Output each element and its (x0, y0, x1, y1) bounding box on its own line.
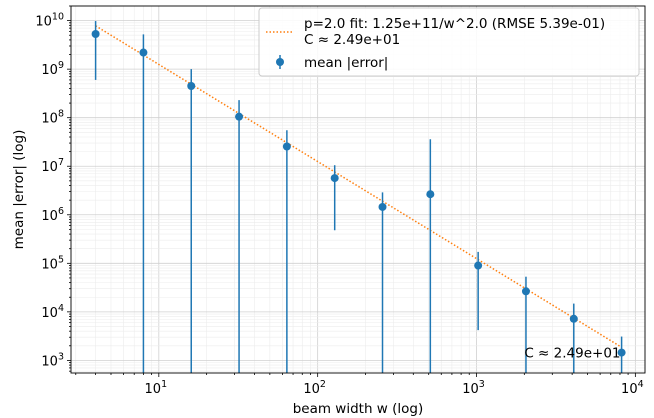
y-tick-label: 107 (41, 157, 64, 175)
y-tick-label: 108 (41, 109, 64, 127)
legend-fit-label-line2: C ≈ 2.49e+01 (304, 32, 400, 48)
data-point (426, 190, 435, 199)
data-point (282, 142, 291, 151)
data-point (139, 48, 148, 57)
y-tick-label: 109 (41, 60, 64, 78)
data-point (378, 202, 387, 211)
y-tick-label: 106 (41, 206, 64, 224)
fit-line (95, 25, 622, 348)
y-tick-label: 1010 (35, 12, 64, 30)
data-point (330, 174, 339, 183)
tick-labels: 101 102 103 104 103 104 105 106 107 108 109 1010 (35, 12, 643, 397)
x-tick-label: 104 (621, 379, 644, 397)
x-tick-label: 103 (462, 379, 485, 397)
x-tick-label: 101 (145, 379, 168, 397)
data-point (474, 261, 483, 270)
data-point (617, 348, 626, 357)
legend: p=2.0 fit: 1.25e+11/w^2.0 (RMSE 5.39e-01… (258, 7, 640, 77)
y-axis-label: mean |error| (log) (11, 130, 27, 250)
data-point (235, 112, 244, 121)
axis-ticks (67, 5, 636, 377)
data-point (569, 314, 578, 323)
plot-frame (70, 5, 646, 374)
legend-marker (276, 58, 284, 66)
x-tick-label: 102 (303, 379, 326, 397)
data-point (91, 29, 100, 38)
y-tick-label: 103 (41, 351, 64, 369)
legend-box (258, 7, 640, 77)
fit-line-layer (95, 25, 622, 348)
annotation-text: C ≈ 2.49e+01 (524, 346, 620, 362)
data-point (187, 81, 196, 90)
annotations: C ≈ 2.49e+01 (524, 346, 620, 362)
y-tick-label: 104 (41, 303, 64, 321)
y-tick-label: 105 (41, 254, 64, 272)
x-axis-label: beam width w (log) (293, 401, 424, 417)
data-points-layer (91, 21, 626, 373)
data-point (521, 287, 530, 296)
legend-fit-label: p=2.0 fit: 1.25e+11/w^2.0 (RMSE 5.39e-01… (304, 16, 605, 32)
legend-series-label: mean |error| (304, 55, 388, 71)
